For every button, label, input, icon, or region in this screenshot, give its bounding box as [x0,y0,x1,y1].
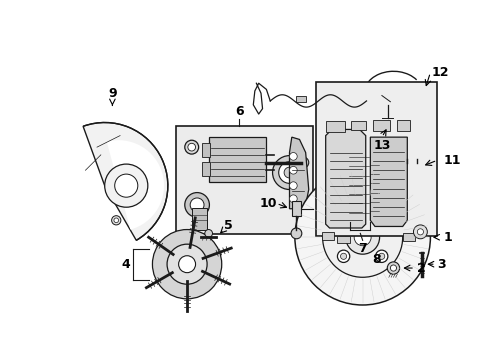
Text: 9: 9 [108,87,117,100]
Bar [376,91,386,100]
Circle shape [204,230,212,237]
Circle shape [383,117,392,126]
Circle shape [184,140,198,154]
Circle shape [187,143,195,151]
Circle shape [115,174,138,197]
Text: 8: 8 [371,253,380,266]
Circle shape [272,156,306,189]
Bar [202,162,210,176]
Circle shape [184,193,209,217]
Bar [373,120,389,131]
Circle shape [152,230,221,299]
Polygon shape [368,145,380,220]
Wedge shape [106,140,163,230]
Bar [208,137,266,182]
Circle shape [353,229,370,246]
Polygon shape [325,130,365,228]
Text: 3: 3 [436,258,445,271]
Text: 11: 11 [443,154,460,167]
Circle shape [289,166,297,174]
Circle shape [167,244,207,284]
Circle shape [111,216,121,225]
Circle shape [322,197,402,277]
Bar [291,201,301,216]
Polygon shape [289,137,308,209]
Circle shape [340,215,346,221]
Bar [330,102,340,108]
Circle shape [289,182,297,189]
Bar [202,143,210,157]
Bar [316,82,436,236]
Circle shape [289,153,297,160]
Polygon shape [369,137,407,226]
Text: 4: 4 [121,258,130,271]
Bar [404,163,421,170]
Text: 13: 13 [372,139,390,152]
Circle shape [104,164,147,207]
Bar [176,126,312,234]
Circle shape [375,250,387,262]
Bar [396,120,409,131]
Circle shape [278,162,300,183]
Circle shape [375,212,387,224]
Circle shape [114,218,118,222]
Circle shape [345,220,379,254]
Circle shape [190,198,203,212]
Bar [191,208,207,230]
Bar [325,121,344,132]
Circle shape [290,228,301,239]
Circle shape [178,256,195,273]
Bar [337,236,349,243]
Bar [402,233,414,241]
Circle shape [289,195,297,203]
Circle shape [337,212,349,224]
Bar [321,232,333,239]
Circle shape [378,215,384,221]
Circle shape [413,225,427,239]
Circle shape [284,167,294,178]
Circle shape [340,253,346,259]
Circle shape [294,170,429,305]
Circle shape [378,253,384,259]
Circle shape [389,265,396,271]
Text: 5: 5 [223,219,232,232]
Bar [361,98,370,104]
Text: 1: 1 [443,231,451,244]
Wedge shape [83,122,167,240]
Circle shape [386,262,399,274]
Text: 12: 12 [431,66,448,79]
Text: 7: 7 [358,242,366,255]
Bar [296,96,305,103]
Text: 2: 2 [416,261,425,275]
Polygon shape [346,141,369,222]
Circle shape [297,157,308,168]
Bar [350,121,366,130]
Text: 10: 10 [260,197,277,210]
Text: 6: 6 [235,105,243,118]
Circle shape [337,250,349,262]
Circle shape [416,229,423,235]
